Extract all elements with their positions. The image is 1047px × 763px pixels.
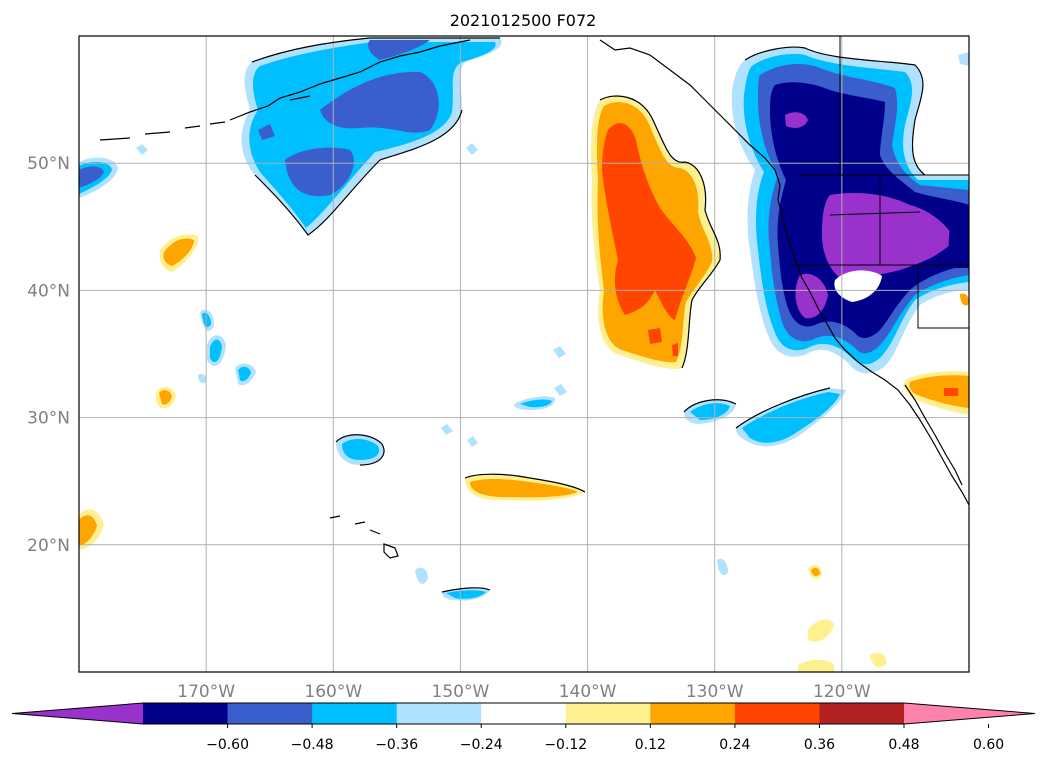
colorbar-extend-high — [904, 703, 1035, 724]
colorbar-tick-label: 0.36 — [804, 737, 835, 753]
contour-band — [822, 193, 955, 282]
contour-band — [79, 166, 104, 188]
colorbar-outline — [11, 702, 1036, 725]
coastline-islands-hawaii — [329, 515, 399, 559]
lat-tick-label: 30°N — [27, 409, 70, 429]
contour-gap — [834, 270, 882, 302]
contour-band — [258, 124, 275, 140]
contour-band — [554, 384, 567, 396]
colorbar-segment — [481, 703, 567, 724]
colorbar-tick-label: −0.24 — [460, 737, 503, 753]
contour-small-positive — [79, 234, 969, 672]
colorbar-tick-label: −0.12 — [544, 737, 587, 753]
colorbar-segment — [565, 703, 651, 724]
contour-band — [944, 388, 958, 396]
colorbar-segment — [650, 703, 736, 724]
coastline-baja — [904, 384, 963, 486]
colorbar-tick-label: 0.12 — [635, 737, 666, 753]
colorbar-segment — [227, 703, 313, 724]
colorbar-tick-label: −0.48 — [291, 737, 334, 753]
contour-band — [368, 40, 430, 60]
map-panel — [78, 35, 970, 673]
filled-contours — [79, 36, 969, 672]
contour-band — [415, 567, 428, 584]
contour-band — [909, 375, 969, 408]
colorbar-segment — [143, 703, 229, 724]
colorbar: −0.60 −0.48 −0.36 −0.24 −0.12 0.12 0.24 0.36 0.4… — [11, 702, 1036, 753]
lat-tick-label: 50°N — [27, 154, 70, 174]
contour-band — [960, 293, 969, 306]
contour-band — [958, 52, 969, 66]
coastlines — [99, 36, 969, 593]
contour-central-pacific-positive — [590, 95, 721, 369]
colorbar-segment — [396, 703, 482, 724]
map-frame — [78, 35, 970, 673]
colorbar-segment — [734, 703, 820, 724]
contour-band — [798, 659, 834, 672]
contour-band — [466, 143, 478, 155]
state-borders — [790, 36, 969, 329]
contour-band — [136, 144, 148, 155]
colorbar-tick-label: 0.60 — [973, 737, 1004, 753]
contour-band — [470, 478, 578, 498]
contour-band — [648, 328, 662, 344]
contour-band — [553, 346, 566, 358]
contour-band — [785, 112, 808, 128]
contour-band — [811, 567, 820, 577]
contour-west-edge — [79, 157, 118, 198]
colorbar-segment — [312, 703, 398, 724]
contour-band — [520, 399, 552, 408]
contour-band — [717, 558, 728, 576]
contour-band — [808, 619, 834, 642]
contour-band — [198, 373, 207, 384]
colorbar-tick-label: −0.36 — [375, 737, 418, 753]
contour-band — [441, 424, 453, 435]
contour-band — [210, 339, 222, 363]
colorbar-tick-label: 0.24 — [719, 737, 750, 753]
contour-gulf-of-alaska — [241, 38, 502, 235]
contour-band — [79, 515, 97, 546]
contour-band — [320, 71, 439, 133]
lat-tick-label: 20°N — [27, 536, 70, 556]
lon-tick-label: 140°W — [559, 682, 617, 702]
contour-band — [690, 403, 730, 420]
contour-band — [672, 343, 678, 356]
contour-band — [159, 390, 172, 405]
lon-tick-label: 130°W — [686, 682, 744, 702]
contour-band — [238, 366, 251, 382]
coastline-north-america — [599, 39, 969, 506]
colorbar-extend-low — [12, 703, 143, 724]
colorbar-segment — [819, 703, 905, 724]
latitude-labels: 20°N 30°N 40°N 50°N — [27, 154, 70, 556]
contour-band — [446, 590, 486, 599]
contour-band — [285, 147, 354, 197]
colorbar-tick-label: −0.60 — [206, 737, 249, 753]
colorbar-tick-label: 0.48 — [888, 737, 919, 753]
lon-tick-label: 160°W — [304, 682, 362, 702]
contour-band — [870, 652, 887, 668]
contour-band — [467, 436, 478, 447]
contour-western-us — [731, 47, 969, 374]
contour-band — [602, 123, 696, 320]
lon-tick-label: 150°W — [432, 682, 490, 702]
coastline-outlines — [251, 37, 926, 593]
coastline-alaska — [99, 39, 471, 141]
longitude-labels: 170°W 160°W 150°W 140°W 130°W 120°W — [177, 682, 871, 702]
contour-band — [948, 228, 969, 268]
map-title: 2021012500 F072 — [450, 11, 597, 30]
contour-band — [342, 438, 380, 460]
lon-tick-label: 120°W — [813, 682, 871, 702]
lat-tick-label: 40°N — [27, 281, 70, 301]
lon-tick-label: 170°W — [177, 682, 235, 702]
contour-band — [163, 238, 194, 266]
gridlines — [79, 36, 969, 672]
